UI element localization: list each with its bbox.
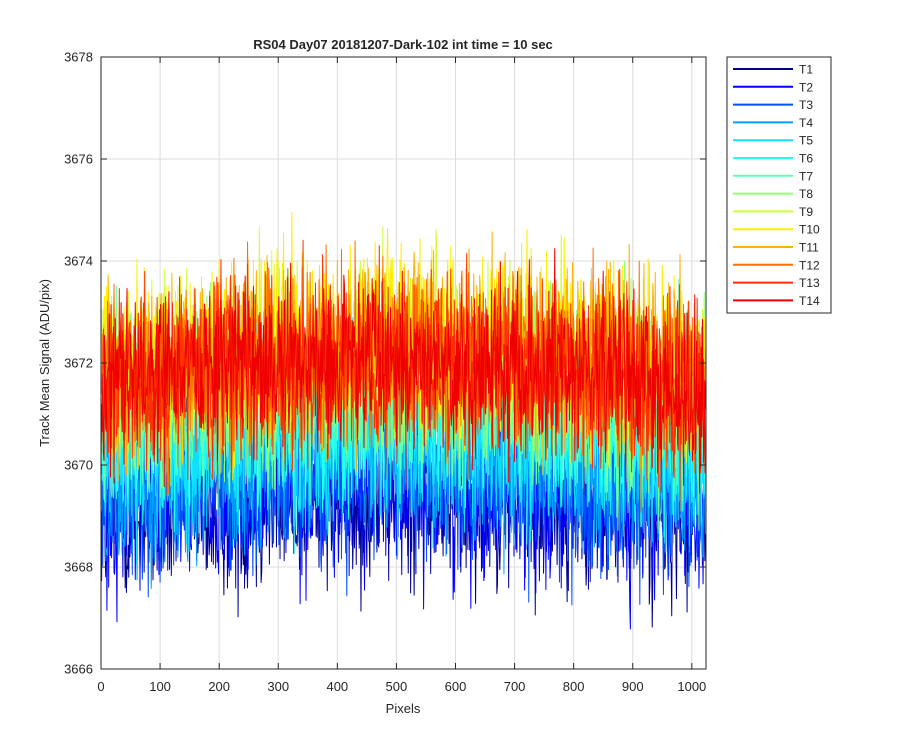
y-axis-label: Track Mean Signal (ADU/pix) (37, 279, 52, 447)
y-tick-label: 3676 (64, 152, 93, 167)
x-axis-label: Pixels (386, 701, 421, 716)
legend-label-t8: T8 (799, 187, 813, 201)
y-tick-label: 3678 (64, 50, 93, 65)
y-tick-label: 3670 (64, 458, 93, 473)
legend-label-t7: T7 (799, 169, 813, 183)
legend-label-t2: T2 (799, 80, 813, 94)
x-tick-label: 800 (563, 679, 585, 694)
x-tick-label: 300 (267, 679, 289, 694)
legend-label-t1: T1 (799, 63, 813, 77)
legend-label-t13: T13 (799, 276, 820, 290)
x-tick-label: 500 (386, 679, 408, 694)
legend-label-t9: T9 (799, 205, 813, 219)
x-tick-label: 1000 (677, 679, 706, 694)
x-axis-ticks: 0 100 200 300 400 500 600 700 800 900 1000 (97, 57, 706, 694)
y-tick-label: 3674 (64, 254, 93, 269)
x-tick-label: 600 (445, 679, 467, 694)
legend-label-t4: T4 (799, 116, 813, 130)
legend-label-t3: T3 (799, 98, 813, 112)
y-axis-ticks: 3666 3668 3670 3672 3674 3676 3678 (64, 50, 706, 677)
y-tick-label: 3672 (64, 356, 93, 371)
x-tick-label: 0 (97, 679, 104, 694)
series-layer (101, 211, 707, 630)
legend: T1 T2 T3 T4 T5 T6 T7 T8 T9 T10 T11 T12 T13 T14 (726, 56, 832, 314)
x-tick-label: 100 (149, 679, 171, 694)
legend-label-t14: T14 (799, 294, 820, 308)
legend-label-t12: T12 (799, 258, 820, 272)
x-tick-label: 200 (208, 679, 230, 694)
x-tick-label: 400 (326, 679, 348, 694)
legend-box (726, 56, 832, 314)
legend-label-t11: T11 (799, 241, 819, 255)
legend-label-t6: T6 (799, 152, 813, 166)
x-tick-label: 900 (622, 679, 644, 694)
legend-label-t10: T10 (799, 223, 820, 237)
legend-label-t5: T5 (799, 134, 813, 148)
legend-items: T1 T2 T3 T4 T5 T6 T7 T8 T9 T10 T11 T12 T13 T14 (733, 63, 820, 308)
y-tick-label: 3668 (64, 560, 93, 575)
series-line-t14 (101, 248, 707, 494)
x-tick-label: 700 (504, 679, 526, 694)
chart-title: RS04 Day07 20181207-Dark-102 int time = … (253, 37, 553, 52)
y-tick-label: 3666 (64, 662, 93, 677)
